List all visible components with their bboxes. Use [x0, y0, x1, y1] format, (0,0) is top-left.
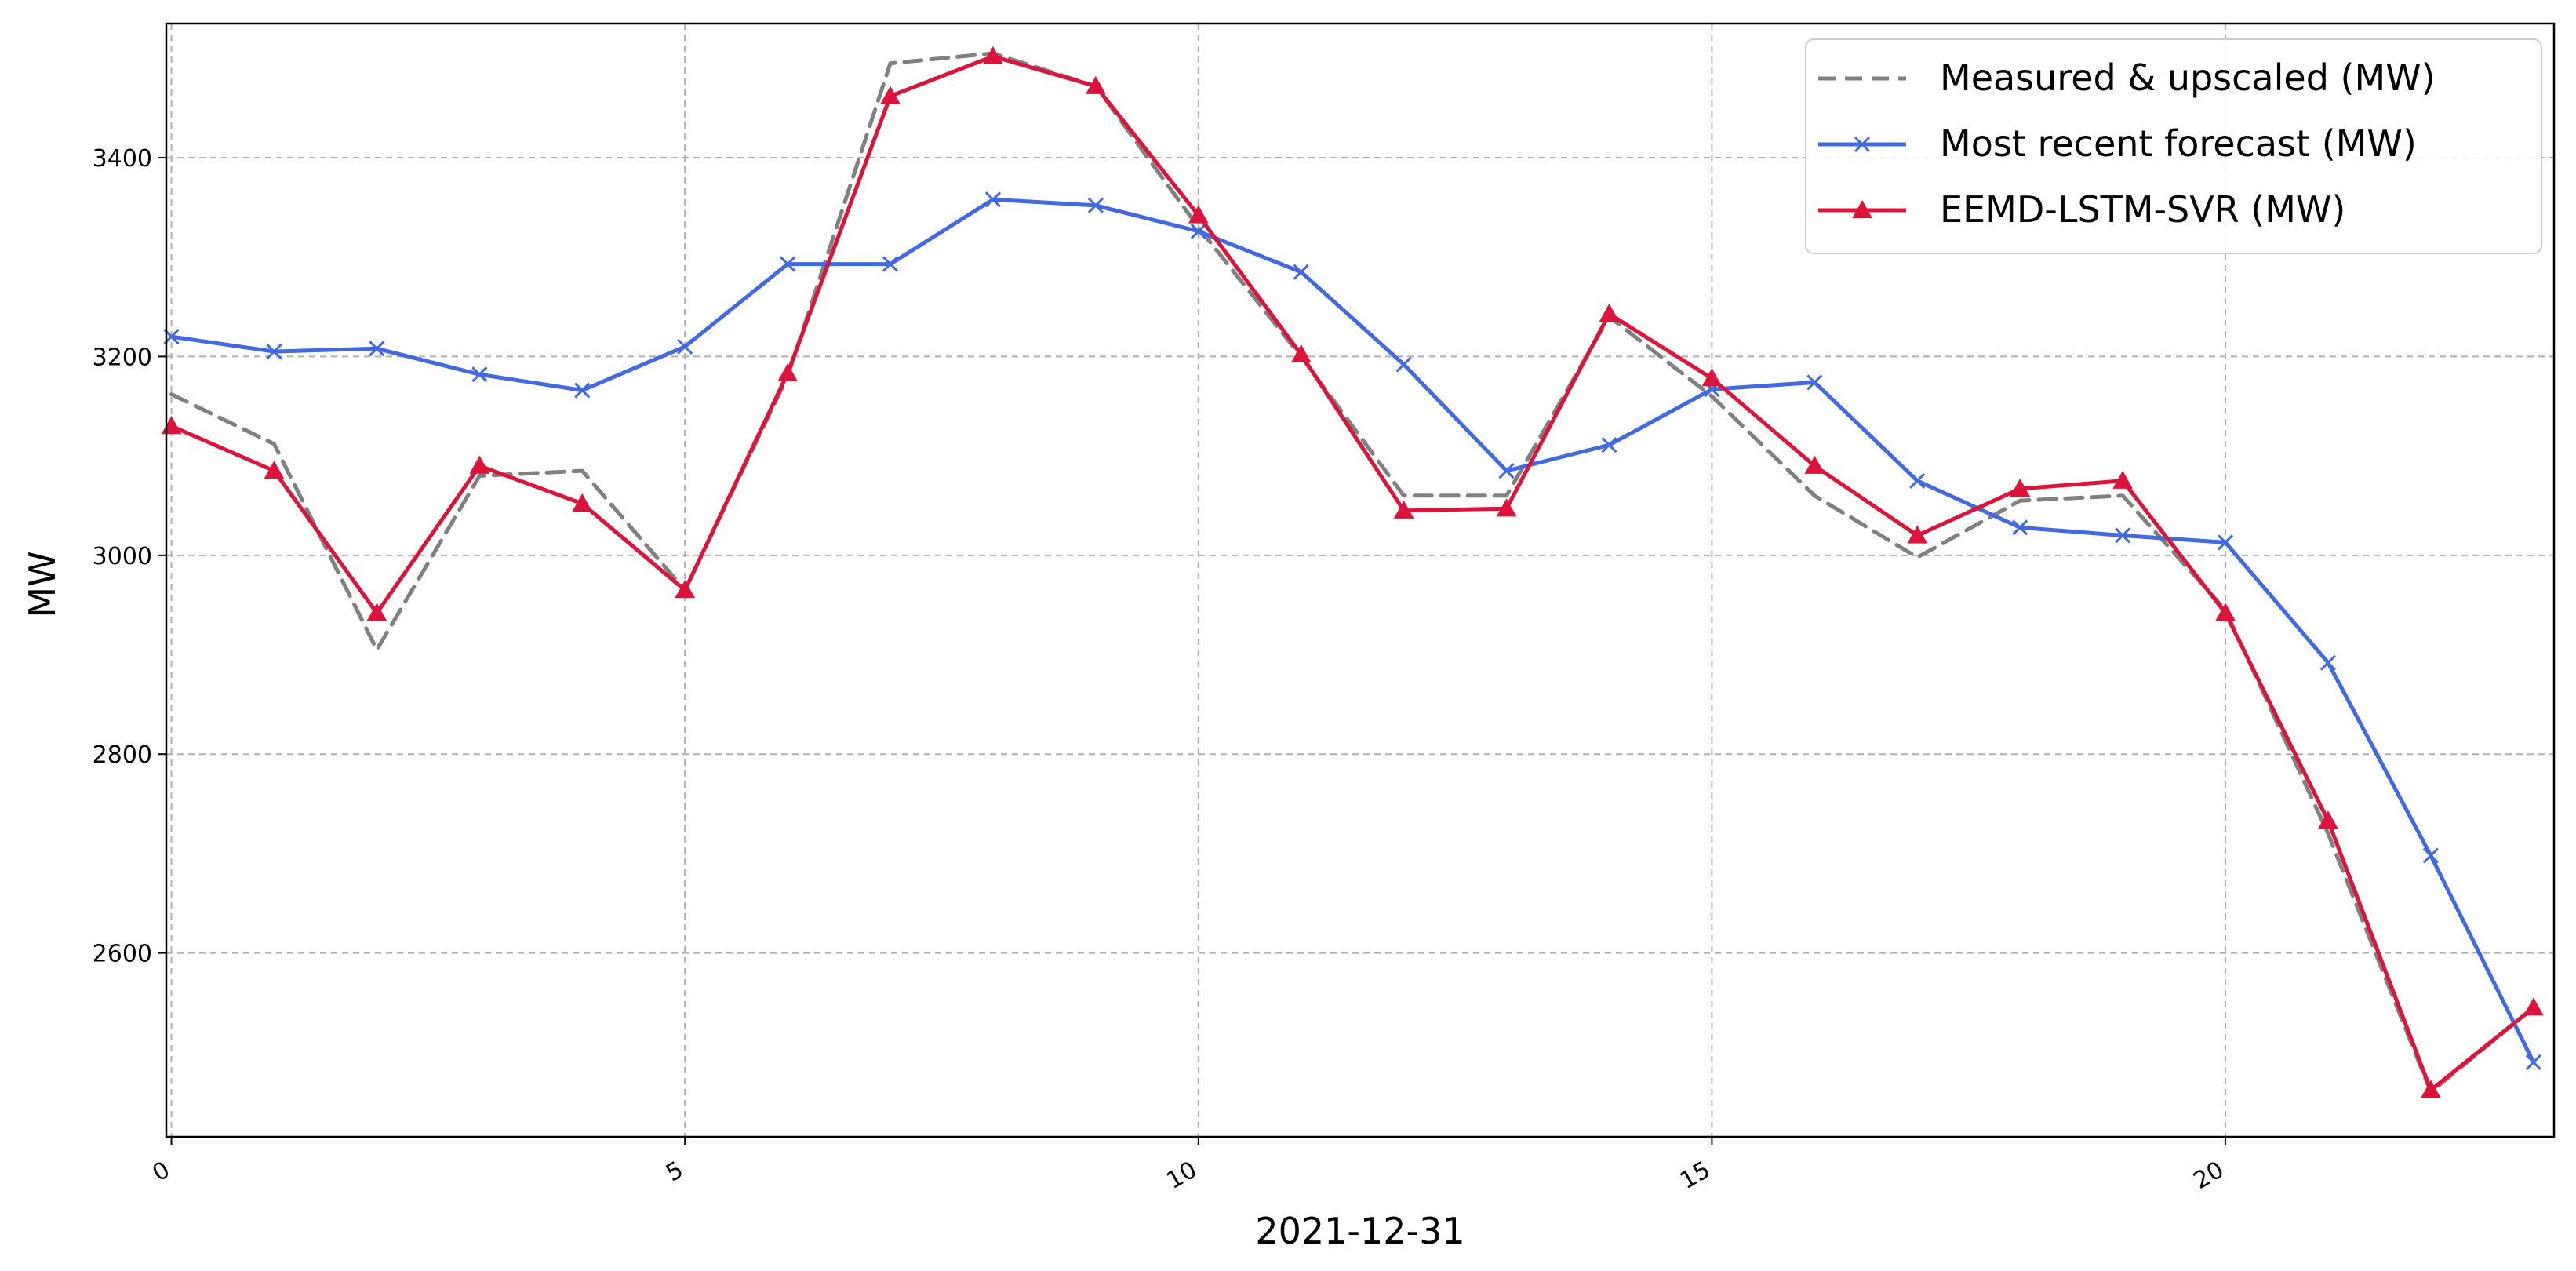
series-2-point	[2319, 654, 2337, 671]
series-3-point	[469, 455, 490, 474]
series-2-point	[2217, 534, 2234, 551]
series-3-group	[161, 46, 2544, 1098]
series-3-point	[1907, 525, 1928, 544]
series-3-point	[2421, 1080, 2441, 1098]
legend-entry-3: EEMD-LSTM-SVR (MW)	[1818, 188, 2345, 231]
series-3-point	[777, 362, 798, 382]
series-2-point	[984, 191, 1002, 208]
series-3-point	[983, 46, 1003, 64]
series-2-point	[1909, 472, 1926, 489]
y-tick-label: 2800	[93, 741, 152, 769]
grid	[166, 24, 2554, 1137]
series-2-point	[2525, 1054, 2541, 1071]
legend-entry-2-marker	[1854, 136, 1871, 153]
series-2-point	[2012, 519, 2028, 536]
y-tick-label: 3000	[93, 543, 152, 570]
series-3-line	[169, 54, 2536, 1092]
series-3-point	[1599, 303, 1620, 322]
series-3-point	[2215, 603, 2236, 621]
series-3-point	[1496, 498, 1517, 517]
series-3-point	[2523, 997, 2544, 1016]
series-3-point	[1393, 500, 1414, 519]
series-3-point	[1804, 455, 1825, 474]
series-2-point	[882, 256, 899, 272]
series-3-point	[366, 603, 387, 621]
y-axis-label: MW	[21, 551, 64, 617]
series-2-point	[1087, 197, 1104, 213]
series-2-point	[1293, 264, 1309, 280]
y-tick-label: 3400	[93, 145, 152, 173]
series-2-point	[471, 366, 488, 383]
series-2-point	[780, 256, 796, 272]
series-1-line	[169, 51, 2536, 1094]
legend: Measured & upscaled (MW) Most recent fore…	[1805, 38, 2542, 254]
series-2-point	[266, 344, 282, 360]
series-3-point	[2318, 810, 2338, 829]
y-tick-label: 2600	[93, 941, 152, 968]
y-tick-label: 3200	[93, 344, 152, 371]
series-3-point	[1188, 205, 1209, 224]
plot-frame	[165, 22, 2556, 1138]
series-2-point	[1498, 463, 1515, 479]
series-2-point	[1601, 437, 1617, 453]
series-3-point	[2010, 478, 2031, 497]
legend-entry-2: Most recent forecast (MW)	[1818, 122, 2417, 165]
legend-entry-2-label: Most recent forecast (MW)	[1940, 122, 2417, 165]
series-3-point	[1086, 75, 1106, 94]
legend-entry-3-marker	[1852, 199, 1872, 219]
series-2-line	[169, 197, 2536, 1065]
series-1-group	[169, 51, 2536, 1094]
legend-entry-1: Measured & upscaled (MW)	[1818, 56, 2436, 99]
series-3-point	[880, 86, 901, 104]
series-3-point	[264, 461, 285, 479]
series-2-point	[1806, 374, 1823, 391]
series-3-point	[675, 580, 696, 599]
series-3-point	[572, 493, 593, 512]
series-2-point	[574, 382, 591, 399]
series-lines	[161, 46, 2544, 1098]
series-3-point	[1701, 368, 1723, 387]
series-3-point	[2112, 470, 2133, 489]
legend-entry-1-label: Measured & upscaled (MW)	[1940, 56, 2436, 99]
series-2-point	[1190, 223, 1206, 239]
series-2-point	[1395, 356, 1412, 373]
series-2-point	[677, 338, 693, 355]
legend-entry-3-label: EEMD-LSTM-SVR (MW)	[1940, 188, 2345, 231]
x-axis-label: 2021-12-31	[1255, 1210, 1464, 1252]
series-3-point	[1290, 344, 1312, 362]
legend-box	[1805, 38, 2542, 254]
series-2-point	[2422, 847, 2439, 864]
series-2-point	[369, 341, 385, 357]
series-2-point	[2115, 527, 2131, 544]
